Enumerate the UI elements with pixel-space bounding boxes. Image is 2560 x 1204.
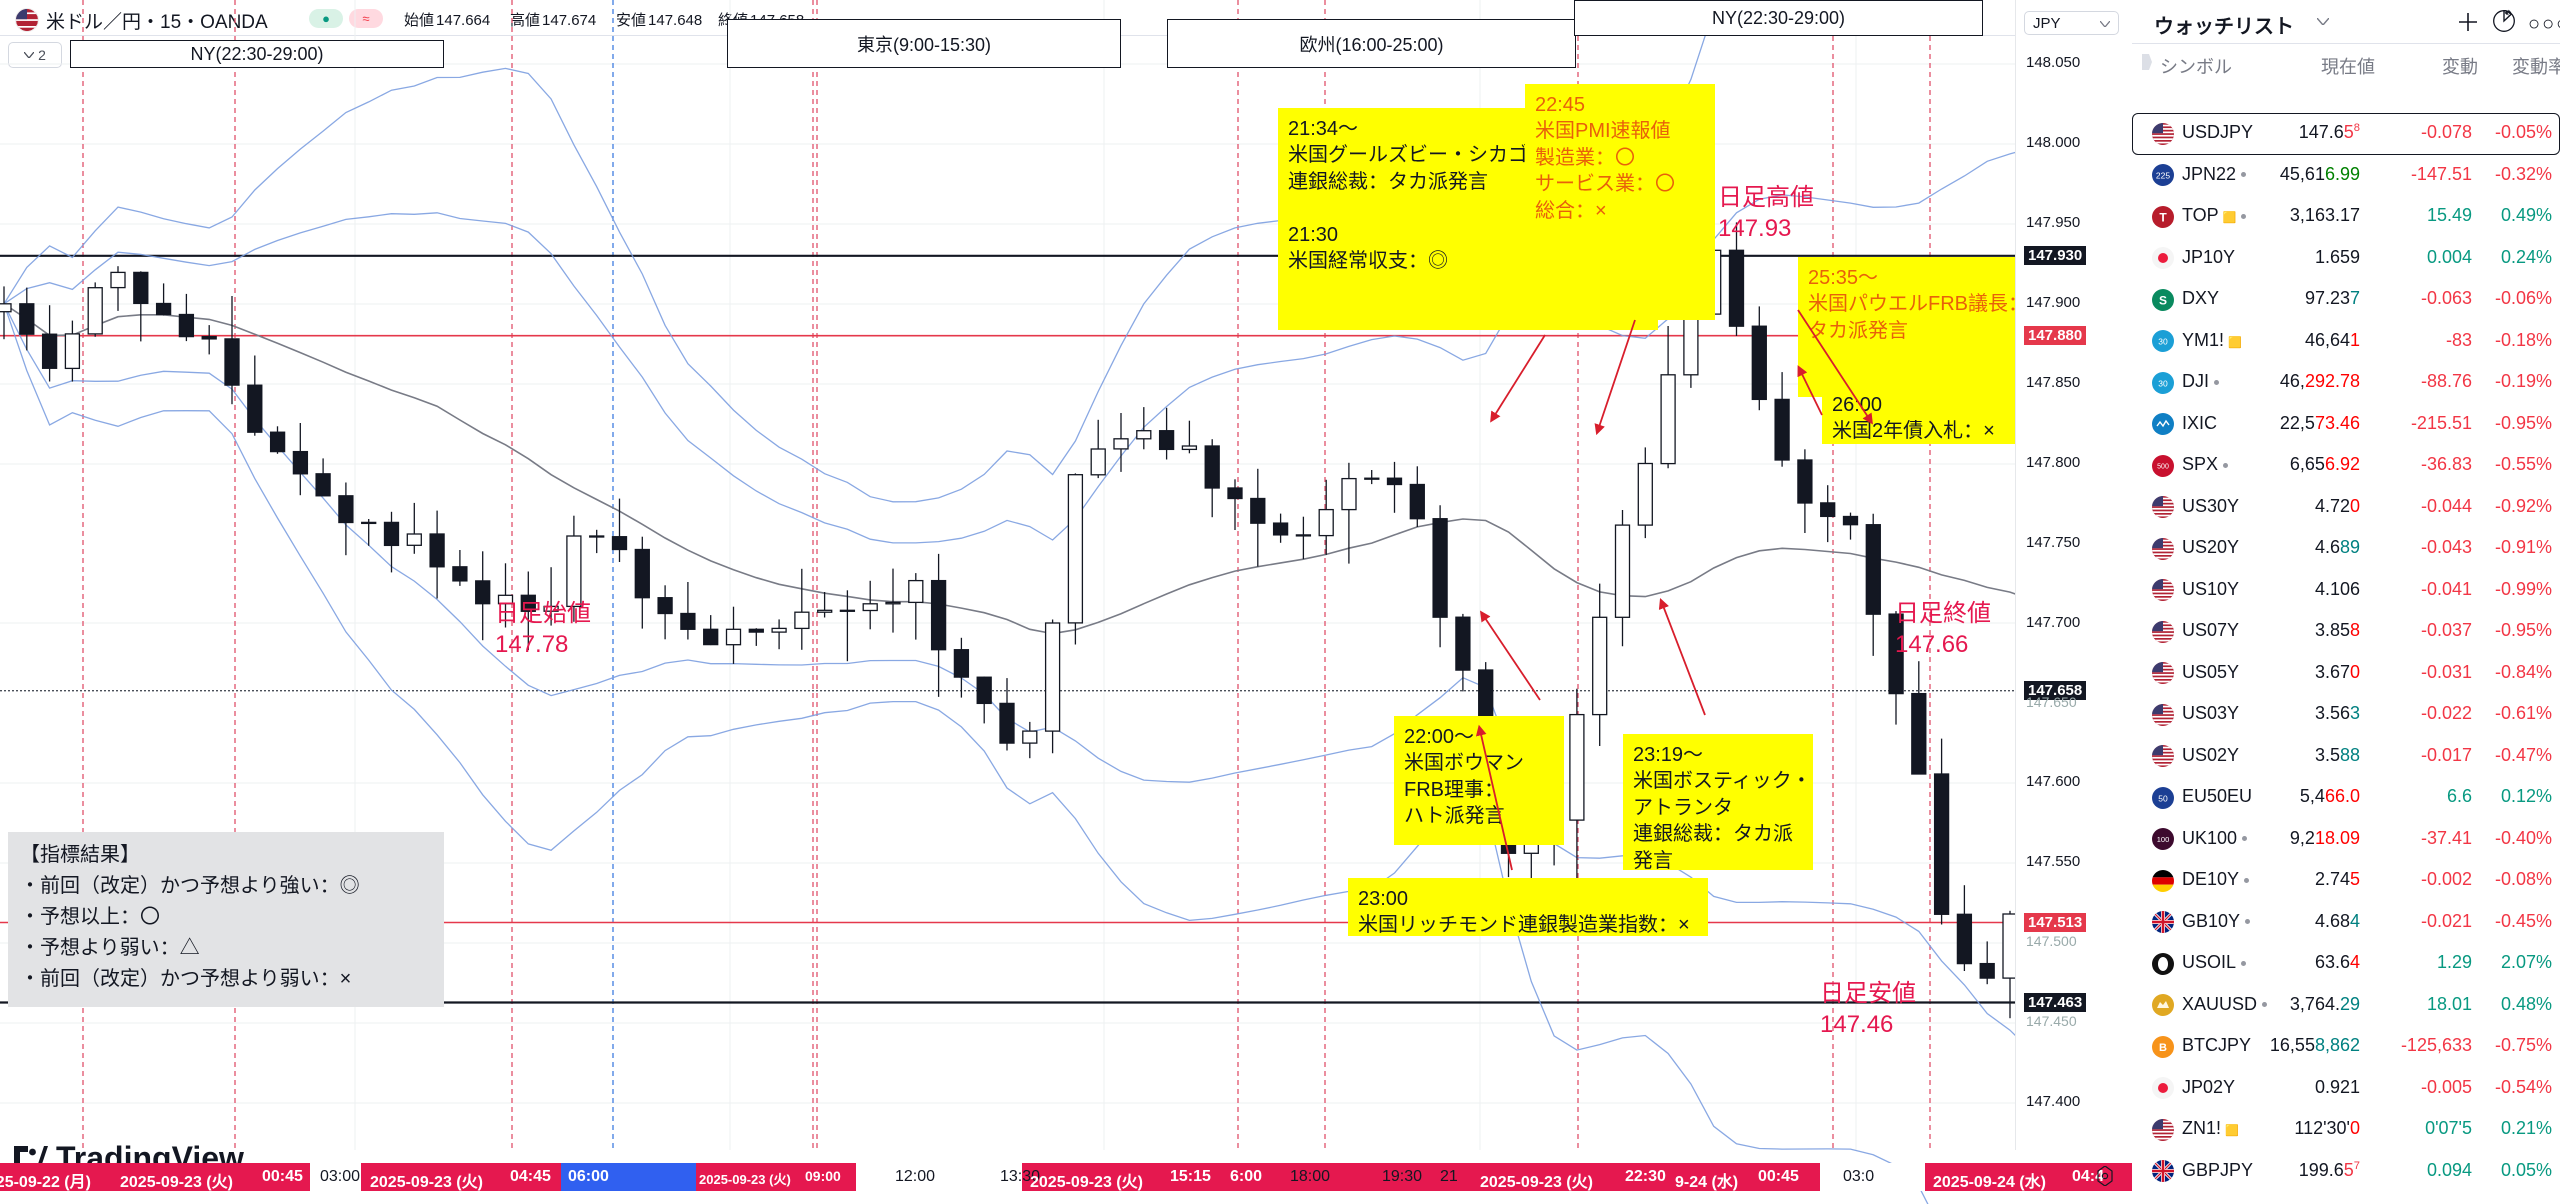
- svg-text:225: 225: [2156, 171, 2170, 181]
- svg-text:100: 100: [2157, 835, 2170, 844]
- svg-text:S: S: [2159, 293, 2167, 307]
- svg-text:T: T: [2159, 210, 2167, 224]
- svg-text:B: B: [2159, 1042, 2167, 1054]
- svg-text:30: 30: [2158, 337, 2168, 347]
- svg-text:30: 30: [2158, 378, 2168, 388]
- svg-text:50: 50: [2158, 793, 2168, 803]
- svg-text:500: 500: [2157, 463, 2169, 470]
